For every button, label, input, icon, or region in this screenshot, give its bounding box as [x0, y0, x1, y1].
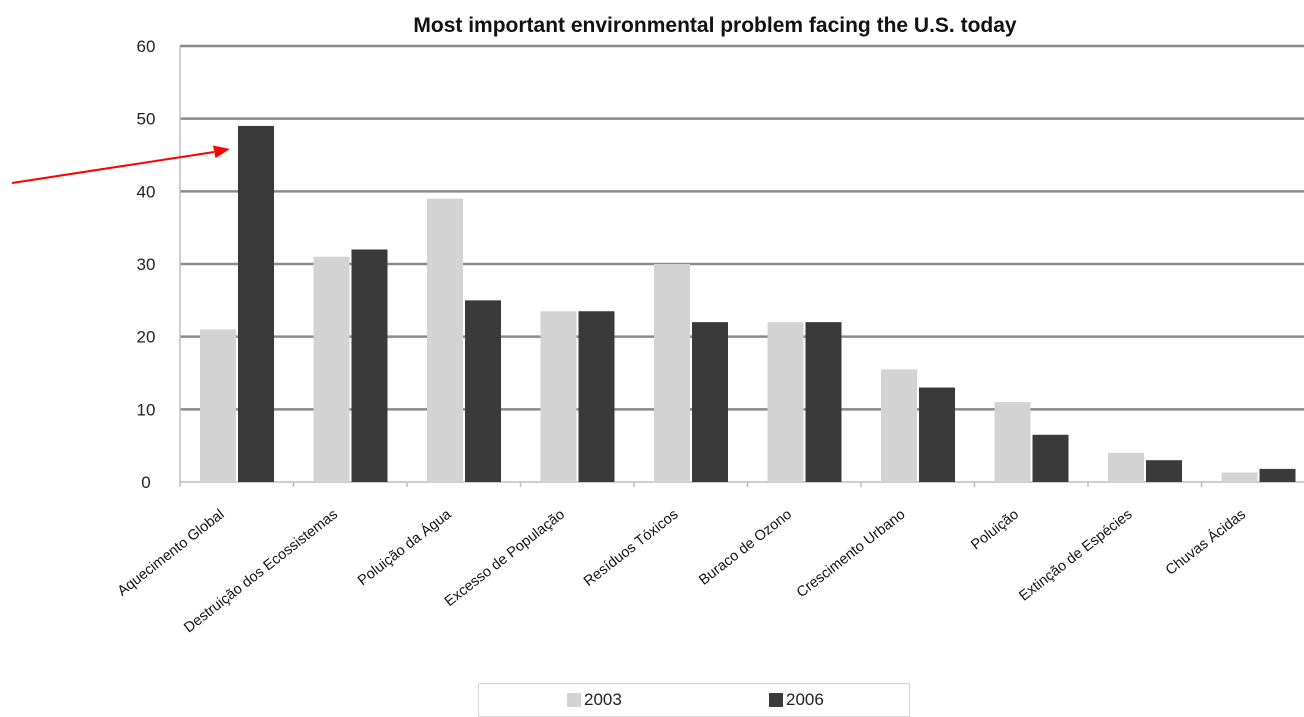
bar-2003 — [654, 264, 690, 482]
y-tick-label: 10 — [137, 400, 156, 419]
annotation — [11, 145, 230, 184]
y-tick-label: 40 — [137, 182, 156, 201]
bar-2006 — [238, 125, 274, 482]
legend-swatch-2003 — [567, 693, 581, 707]
x-tick-label: Chuvas Ácidas — [1162, 506, 1249, 579]
bar-2006 — [351, 249, 388, 482]
bar-2006 — [805, 322, 842, 482]
bar-2003 — [200, 329, 236, 482]
x-tick-label: Extinção de Espécies — [1016, 507, 1135, 605]
y-tick-label: 20 — [137, 328, 156, 347]
legend-swatch-2006 — [769, 693, 783, 707]
bar-2006 — [465, 300, 501, 482]
x-tick-label: Poluição — [968, 507, 1022, 554]
bar-2006 — [1146, 460, 1182, 482]
bar-2006 — [692, 322, 728, 482]
legend-item-2003: 2003 — [567, 690, 622, 710]
bar-2003 — [1221, 472, 1258, 482]
x-tick-label: Buraco de Ozono — [696, 507, 795, 589]
y-axis-ticks: 0 10 20 30 40 50 60 — [137, 37, 156, 492]
y-tick-label: 30 — [137, 255, 156, 274]
annotation-arrow-line — [11, 151, 215, 184]
y-tick-label: 60 — [137, 37, 156, 56]
legend-label-2003: 2003 — [584, 690, 622, 709]
bar-2003 — [994, 402, 1031, 482]
bar-2006 — [919, 387, 955, 482]
bar-2006 — [1259, 468, 1296, 482]
bar-2003 — [767, 322, 804, 482]
bar-2003 — [427, 198, 463, 482]
bars — [200, 125, 1296, 482]
bar-2006 — [578, 311, 615, 482]
x-tick-label: Crescimento Urbano — [794, 507, 909, 601]
legend-item-2006: 2006 — [769, 690, 824, 710]
x-tick-label: Resíduos Tóxicos — [581, 507, 681, 590]
bar-2003 — [1108, 452, 1144, 482]
x-tick-label: Poluição da Água — [354, 505, 455, 589]
x-tick-label: Excesso de População — [442, 507, 568, 610]
y-tick-label: 0 — [141, 473, 150, 492]
bar-2003 — [313, 256, 350, 482]
bar-2003 — [540, 311, 577, 482]
chart-title: Most important environmental problem fac… — [413, 14, 1017, 37]
x-tick-label: Aquecimento Global — [115, 507, 228, 600]
annotation-arrow-head — [213, 145, 230, 158]
y-tick-label: 50 — [137, 110, 156, 129]
bar-2006 — [1032, 434, 1069, 482]
legend-label-2006: 2006 — [786, 690, 824, 709]
bar-2003 — [881, 369, 917, 482]
